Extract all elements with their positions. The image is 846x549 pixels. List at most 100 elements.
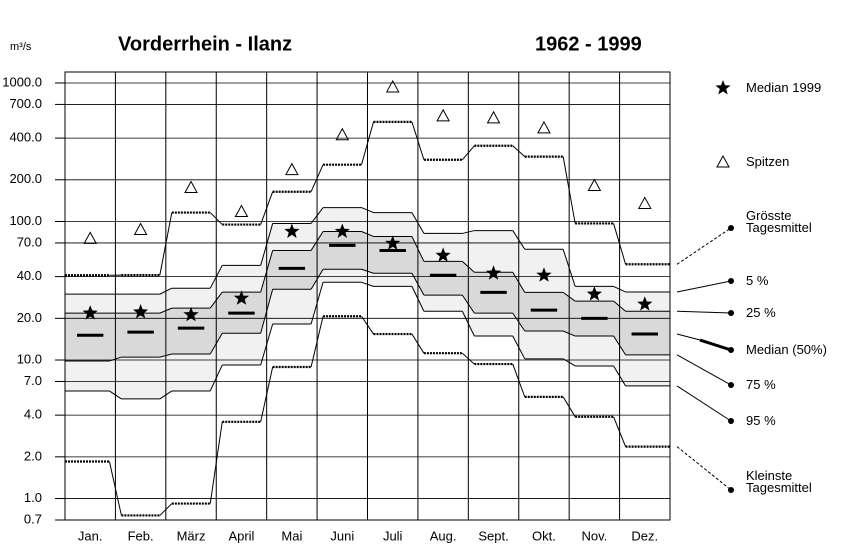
- step-connector: [209, 265, 223, 289]
- step-connector: [209, 212, 223, 225]
- step-connector: [361, 268, 374, 274]
- step-connector: [361, 281, 374, 287]
- step-connector: [361, 231, 374, 237]
- step-connector: [310, 269, 324, 290]
- legend-label: Median (50%): [746, 342, 827, 357]
- y-tick-label: 40.0: [17, 268, 42, 283]
- median-1999-star: [586, 286, 602, 301]
- y-tick-label: 700.0: [9, 96, 42, 111]
- step-connector: [310, 207, 324, 224]
- step-connector: [209, 291, 223, 309]
- median-1999-star: [284, 223, 300, 238]
- step-connector: [562, 156, 576, 224]
- step-connector: [512, 363, 526, 398]
- median-1999-star: [435, 247, 451, 262]
- step-connector: [361, 315, 374, 335]
- step-connector: [461, 145, 475, 161]
- median-1999-star: [536, 267, 552, 282]
- y-tick-label: 20.0: [17, 310, 42, 325]
- unit: m³/s: [10, 41, 32, 53]
- peak-triangle: [184, 180, 198, 193]
- y-tick-label: 7.0: [24, 373, 42, 388]
- step-connector: [109, 356, 122, 362]
- step-connector: [613, 416, 627, 447]
- y-tick-label: 10.0: [17, 351, 42, 366]
- step-connector: [411, 121, 425, 160]
- legend-label: 95 %: [746, 413, 776, 428]
- step-connector: [411, 333, 425, 354]
- y-tick-label: 400.0: [9, 130, 42, 145]
- peak-triangle: [385, 79, 400, 93]
- peak-triangle: [335, 127, 350, 141]
- step-connector: [512, 312, 526, 332]
- step-connector: [613, 300, 626, 312]
- legend-dot: [728, 225, 734, 231]
- legend-dot: [728, 487, 734, 493]
- step-connector: [411, 212, 425, 234]
- chart-subtitle: 1962 - 1999: [535, 33, 642, 55]
- peak-triangle: [637, 196, 652, 209]
- peak-triangle: [133, 222, 148, 236]
- x-tick-label: Nov.: [581, 528, 607, 543]
- step-connector: [411, 236, 425, 262]
- step-connector: [411, 273, 425, 296]
- x-tick-label: Dez.: [631, 528, 658, 543]
- step-connector: [562, 330, 576, 337]
- step-connector: [613, 285, 626, 293]
- legend-label: 5 %: [746, 273, 769, 288]
- x-tick-label: März: [177, 528, 206, 543]
- y-tick-label: 0.7: [24, 511, 42, 526]
- peak-triangle: [436, 108, 450, 122]
- step-connector: [461, 261, 475, 273]
- legend-star: [715, 80, 731, 95]
- step-connector: [260, 250, 274, 293]
- legend-label: Spitzen: [746, 154, 790, 169]
- x-tick-label: Okt.: [532, 528, 556, 543]
- step-connector: [159, 390, 173, 400]
- legend-dot: [728, 310, 734, 316]
- step-connector: [461, 352, 475, 365]
- legend-label: Kleinste Tagesmittel: [746, 468, 812, 495]
- x-tick-label: Mai: [281, 528, 302, 543]
- step-connector: [613, 335, 627, 356]
- step-connector: [562, 291, 576, 302]
- legend-connector: [676, 354, 732, 386]
- step-connector: [562, 396, 576, 418]
- step-connector: [159, 287, 173, 295]
- peak-triangle: [234, 204, 249, 218]
- step-connector: [209, 364, 223, 392]
- median-1999-star: [133, 304, 149, 319]
- x-tick-label: Aug.: [430, 528, 457, 543]
- step-connector: [310, 282, 324, 325]
- step-connector: [613, 223, 627, 265]
- y-tick-label: 1.0: [24, 490, 42, 505]
- step-connector: [461, 294, 475, 314]
- y-tick-label: 70.0: [17, 234, 42, 249]
- step-connector: [310, 316, 324, 368]
- legend-label: Grösste Tagesmittel: [746, 208, 812, 235]
- x-tick-label: Juli: [383, 528, 403, 543]
- legend-connector: [676, 227, 732, 265]
- step-connector: [512, 230, 526, 250]
- step-connector: [159, 307, 173, 314]
- peak-triangle: [83, 231, 98, 244]
- median-1999-star: [334, 223, 350, 238]
- legend-dot: [728, 278, 734, 284]
- peak-triangle: [537, 120, 551, 134]
- step-connector: [159, 353, 172, 358]
- median-1999-star: [385, 235, 401, 250]
- step-connector: [512, 272, 526, 293]
- median-1999-star: [637, 296, 653, 311]
- step-connector: [260, 289, 274, 334]
- legend-label: 75 %: [746, 377, 776, 392]
- legend-triangle: [716, 154, 730, 168]
- median-1999-star: [233, 290, 250, 305]
- chart-title: Vorderrhein - Ilanz: [118, 33, 292, 55]
- step-connector: [310, 164, 324, 192]
- legend-label: 25 %: [746, 305, 776, 320]
- step-connector: [562, 249, 576, 287]
- step-connector: [159, 503, 173, 516]
- step-connector: [159, 212, 173, 276]
